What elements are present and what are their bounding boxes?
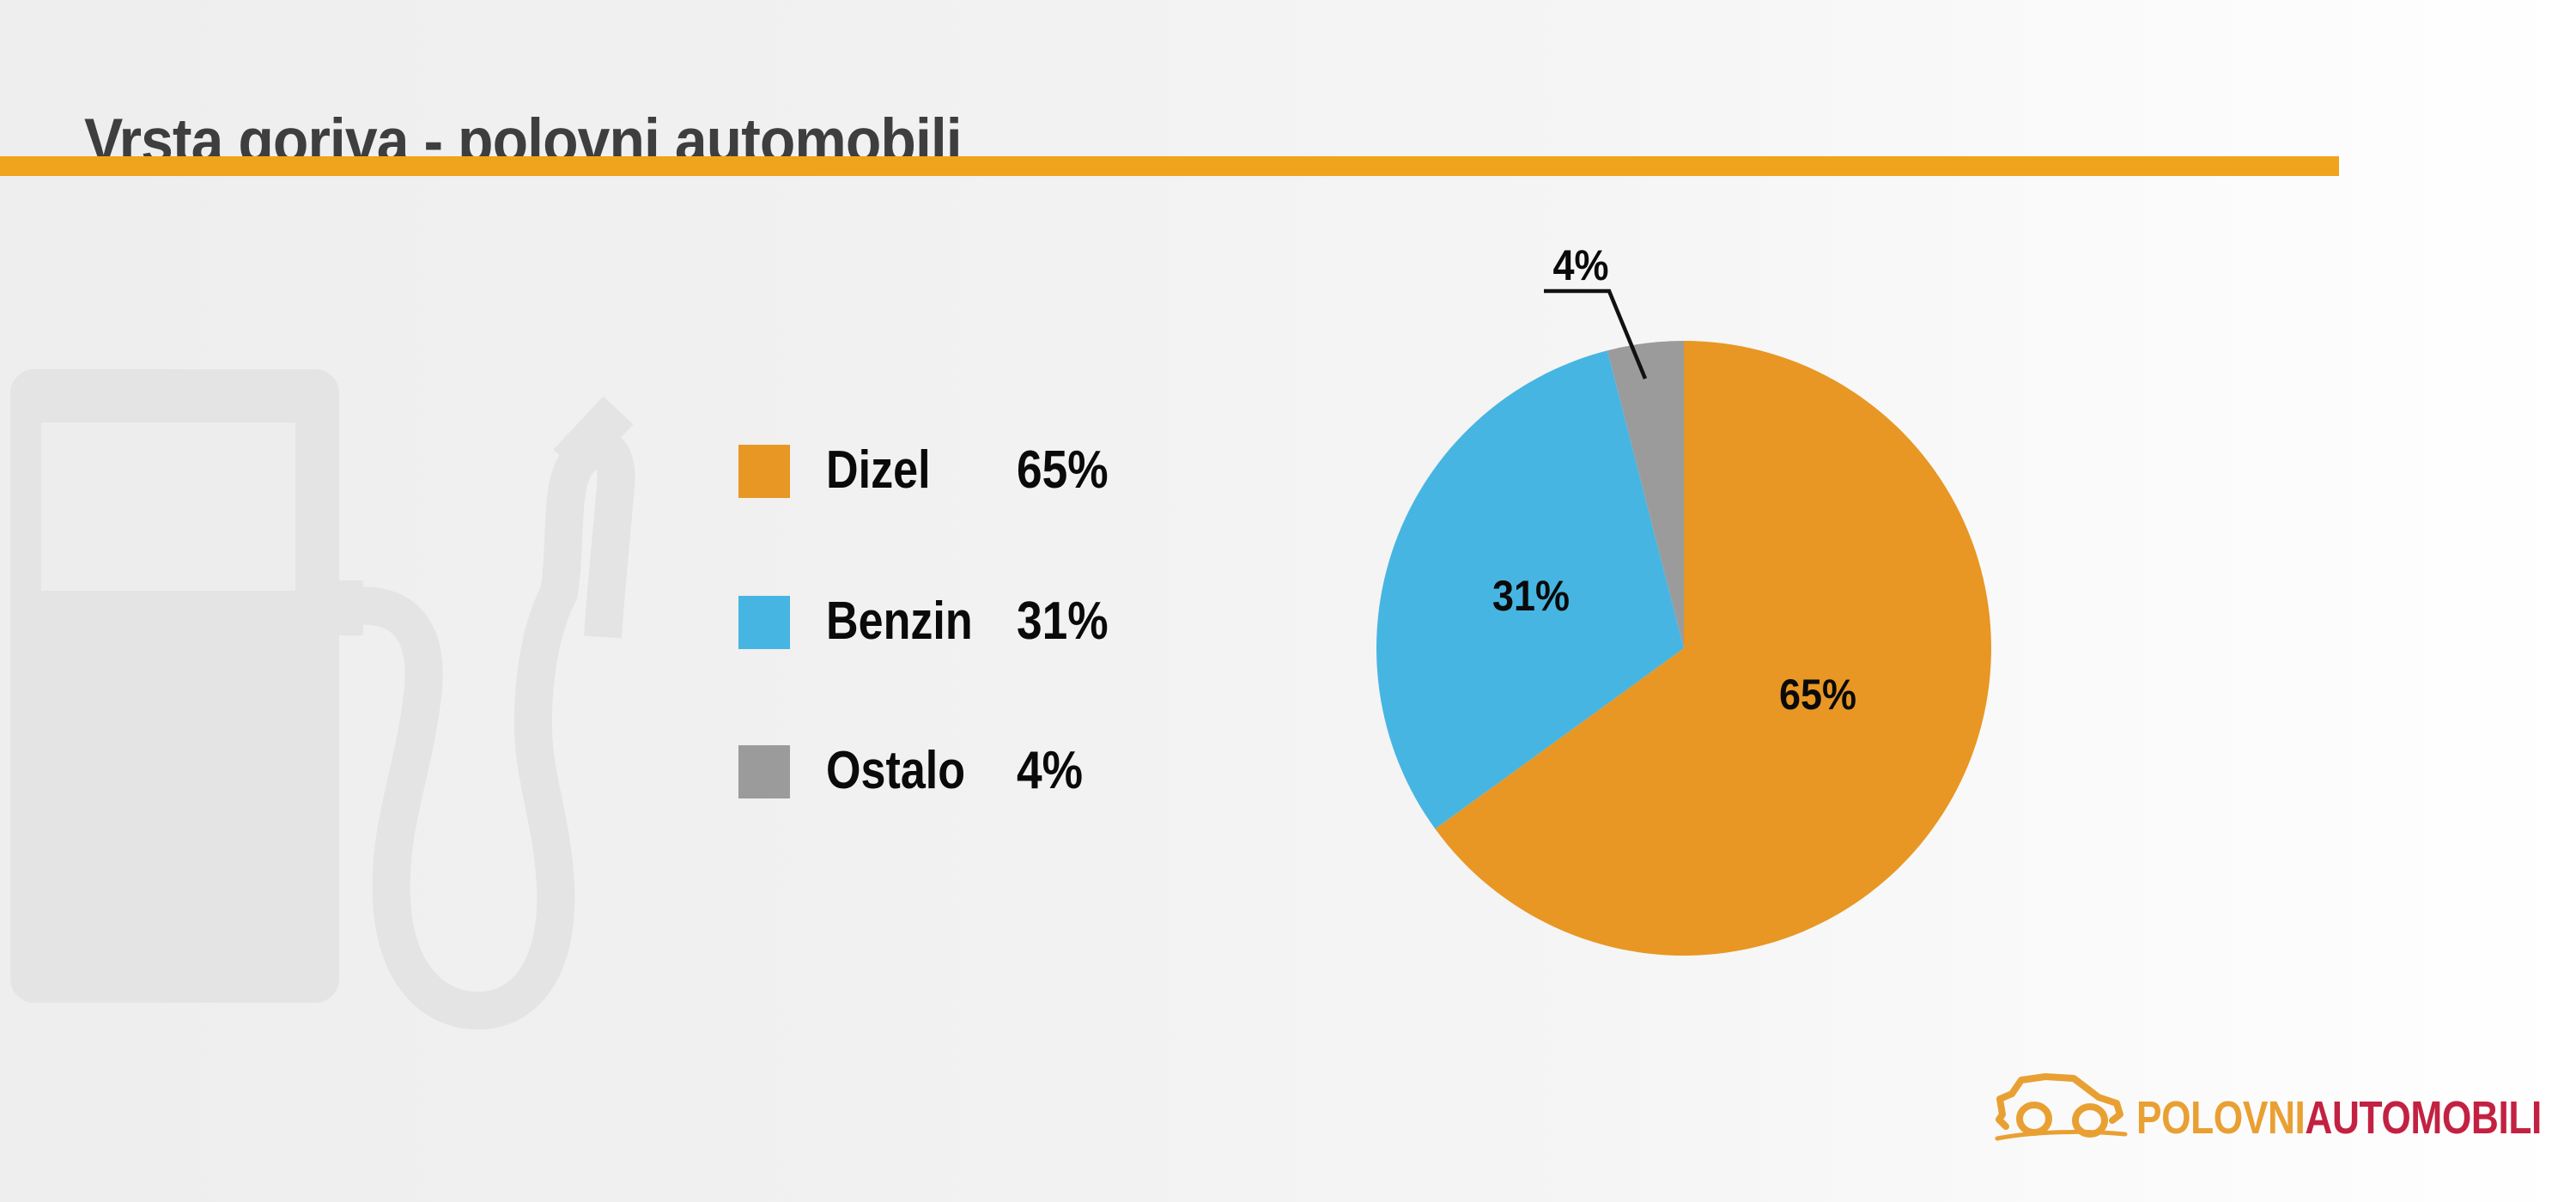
legend-row-benzin: Benzin 31% bbox=[738, 592, 1271, 651]
car-ground-line bbox=[1995, 1129, 2128, 1141]
legend-label: Dizel bbox=[826, 440, 931, 500]
legend-swatch-dizel bbox=[738, 445, 790, 498]
logo-text-secondary: AUTOMOBILI bbox=[2305, 1092, 2542, 1144]
pie-slice-benzin bbox=[1376, 350, 1684, 829]
nozzle-tip bbox=[553, 396, 634, 478]
logo-text: POLOVNIAUTOMOBILI bbox=[2136, 1094, 2542, 1142]
accent-bar bbox=[0, 156, 2339, 176]
legend-row-ostalo: Ostalo 4% bbox=[738, 741, 1271, 800]
pie-slice-ostalo bbox=[1607, 341, 1684, 648]
legend-value: 65% bbox=[1017, 440, 1109, 500]
car-logo-icon bbox=[1995, 1073, 2128, 1141]
pump-hose bbox=[352, 429, 635, 1030]
pie-chart bbox=[1376, 341, 1991, 956]
fuel-pump-icon bbox=[10, 369, 635, 1030]
legend-row-dizel: Dizel 65% bbox=[738, 440, 1271, 500]
legend-swatch-ostalo bbox=[738, 745, 790, 798]
logo-text-primary: POLOVNI bbox=[2136, 1092, 2306, 1144]
car-wheel-left bbox=[2016, 1102, 2052, 1136]
legend-label: Ostalo bbox=[826, 741, 966, 800]
car-body-outline bbox=[1996, 1073, 2123, 1130]
pie-label-dizel: 65% bbox=[1778, 671, 1857, 719]
legend-swatch-benzin bbox=[738, 596, 790, 649]
pie-label-ostalo: 4% bbox=[1552, 241, 1609, 289]
pie-slice-dizel bbox=[1435, 341, 1991, 956]
legend-value: 31% bbox=[1017, 592, 1109, 651]
legend-label: Benzin bbox=[826, 592, 973, 651]
pie-label-benzin: 31% bbox=[1492, 572, 1571, 620]
legend-value: 4% bbox=[1017, 741, 1084, 800]
pump-window bbox=[41, 422, 295, 591]
